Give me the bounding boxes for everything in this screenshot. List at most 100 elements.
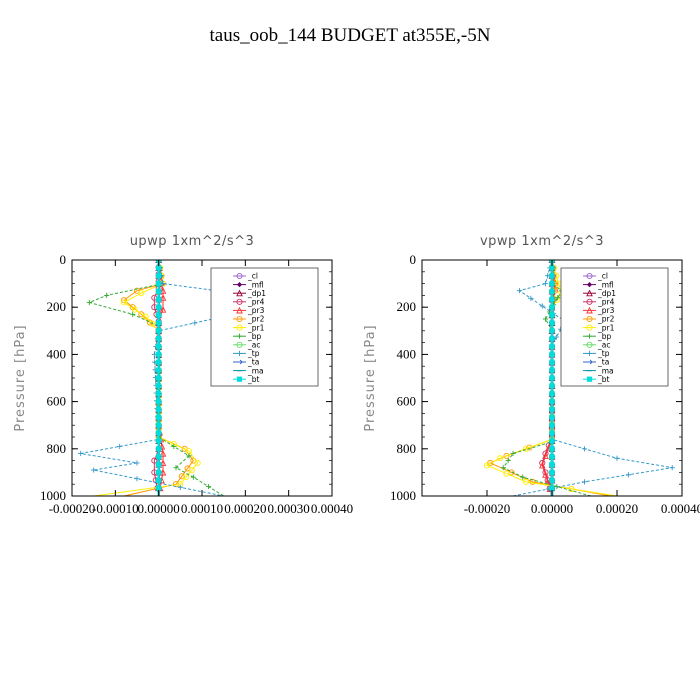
series-marker-pr1: [568, 485, 575, 492]
series-marker-bt: [156, 288, 162, 295]
series-marker-tp: [78, 450, 84, 457]
legend-marker-pr1: [586, 324, 593, 331]
series-marker-tp: [614, 455, 620, 461]
series-marker-bt: [156, 406, 162, 413]
series-marker-bt: [549, 281, 555, 287]
series-marker-tp: [192, 320, 198, 326]
series-line-bp: [87, 260, 224, 496]
x-tick-label: 0.00000: [138, 501, 180, 516]
series-marker-tp: [581, 479, 588, 485]
series-marker-pr3: [159, 287, 167, 294]
legend-label-bp: _bp: [247, 332, 262, 341]
legend-marker-bt: [236, 376, 243, 382]
series-marker-bt: [156, 265, 162, 271]
legend-label-pr2: _pr2: [597, 315, 615, 324]
series-marker-bt: [156, 485, 162, 491]
series-marker-bt: [549, 336, 555, 342]
legend-label-pr3: _pr3: [597, 306, 615, 315]
legend-marker-bp: [236, 333, 243, 339]
legend-label-bt: _bt: [597, 375, 610, 384]
y-tick-label: 600: [47, 394, 67, 409]
series-marker-tp: [669, 465, 675, 471]
series-marker-bt: [156, 438, 162, 444]
x-tick-label: 0.00010: [181, 501, 223, 516]
legend-label-ta: _ta: [247, 358, 259, 367]
legend-marker-mfl: [236, 282, 243, 288]
y-tick-label: 1000: [40, 488, 66, 503]
series-marker-bt: [549, 399, 555, 405]
series-marker-bt: [549, 391, 555, 397]
legend-label-ma: _ma: [247, 366, 264, 375]
series-marker-bt: [549, 414, 555, 420]
legend-marker-pr2: [586, 315, 593, 323]
series-marker-pr2: [526, 444, 533, 451]
series-marker-bt: [549, 446, 555, 452]
y-axis-label: Pressure [hPa]: [363, 324, 378, 431]
series-marker-bt: [156, 351, 162, 357]
panel-title: upwp 1xm^2/s^3: [130, 234, 255, 249]
series-marker-bt: [549, 328, 555, 334]
series-marker-bt: [549, 320, 555, 326]
series-marker-bt: [549, 265, 555, 271]
legend-marker-ac: [236, 341, 243, 348]
series-marker-pr4: [151, 457, 158, 464]
legend-label-pr4: _pr4: [247, 298, 265, 307]
legend-marker-pr2: [236, 315, 243, 323]
series-marker-pr1: [131, 306, 138, 313]
y-tick-label: 800: [47, 441, 67, 456]
legend-box: [560, 267, 669, 387]
legend-label-mfl: _mfl: [247, 280, 264, 289]
legend-label-ac: _ac: [597, 341, 610, 350]
series-marker-pr1: [142, 313, 149, 320]
series-group: [483, 260, 675, 496]
series-line-bp: [502, 260, 592, 496]
x-tick-label: -0.00020: [49, 501, 96, 516]
x-tick-label: 0.00030: [268, 501, 310, 516]
y-tick-label: 1000: [390, 488, 416, 503]
x-tick-label: 0.00040: [661, 501, 700, 516]
series-marker-bt: [549, 406, 555, 413]
legend-marker-tp: [236, 350, 243, 356]
legend-marker-cl: [236, 272, 243, 280]
legend: _cl_mfl_dp1_pr4_pr3_pr2_pr1_bp_ac_tp_ta_…: [210, 267, 319, 387]
y-axis-label: Pressure [hPa]: [13, 324, 28, 431]
legend-label-bp: _bp: [597, 332, 612, 341]
series-marker-bt: [156, 469, 162, 475]
legend-marker-ta: [236, 359, 243, 365]
series-marker-bp: [500, 465, 506, 471]
series-marker-bt: [156, 383, 162, 389]
series-marker-pr2: [503, 452, 510, 459]
series-marker-bp: [505, 458, 511, 464]
series-marker-bp: [186, 453, 192, 459]
legend-label-pr2: _pr2: [247, 315, 265, 324]
panel-title: vpwp 1xm^2/s^3: [480, 234, 604, 249]
series-marker-bp: [520, 474, 526, 480]
y-tick-label: 400: [47, 346, 67, 361]
series-marker-bp: [86, 299, 92, 306]
series-marker-bt: [156, 343, 162, 350]
y-tick-label: 800: [397, 441, 417, 456]
series-marker-pr3: [538, 461, 546, 469]
series-marker-bt: [156, 304, 162, 310]
series-marker-bp: [190, 474, 196, 480]
series-marker-bt: [156, 367, 162, 373]
series-marker-bt: [156, 359, 162, 365]
series-marker-pr3: [159, 294, 167, 301]
x-tick-label: 0.00020: [224, 501, 266, 516]
y-tick-label: 0: [410, 252, 417, 267]
series-marker-bt: [549, 461, 555, 468]
series-marker-pr1: [194, 459, 201, 467]
series-marker-bt: [156, 320, 162, 326]
series-marker-bt: [549, 454, 555, 460]
y-tick-label: 400: [397, 346, 417, 361]
series-marker-pr3: [159, 305, 167, 313]
series-group: [78, 260, 292, 496]
legend: _cl_mfl_dp1_pr4_pr3_pr2_pr1_bp_ac_tp_ta_…: [560, 267, 669, 387]
series-marker-bt: [156, 422, 162, 428]
legend-box: [210, 267, 319, 387]
series-marker-bt: [549, 367, 555, 373]
legend-marker-ac: [586, 341, 593, 348]
x-tick-label: 0.00000: [531, 501, 573, 516]
series-marker-bt: [549, 351, 555, 357]
series-marker-bp: [510, 450, 516, 457]
